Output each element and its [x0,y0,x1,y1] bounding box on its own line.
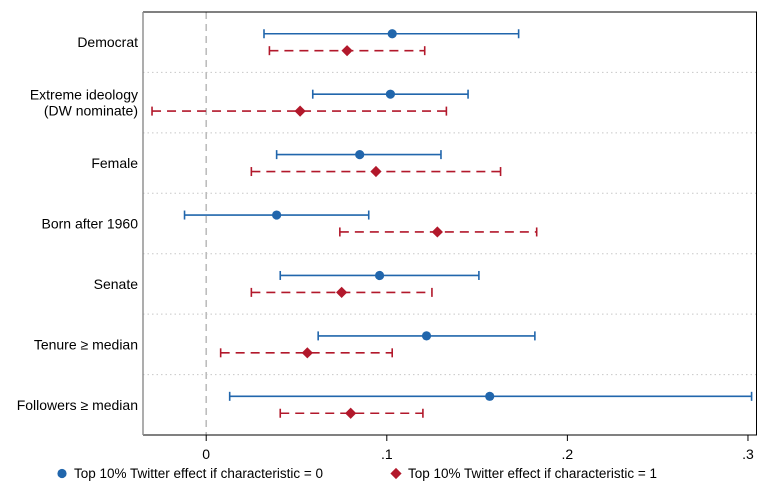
category-label: (DW nominate) [44,103,138,119]
x-tick-label: .2 [562,446,574,462]
legend-label: Top 10% Twitter effect if characteristic… [74,466,323,481]
legend: Top 10% Twitter effect if characteristic… [57,466,657,481]
estimate-point-circle [385,89,396,99]
x-tick-label: 0 [202,446,210,462]
gridlines [143,71,757,376]
category-label: Born after 1960 [41,216,138,232]
estimate-point-circle [355,150,365,160]
estimate-point-diamond [341,45,353,57]
estimate-point-circle [387,29,397,39]
estimate-point-diamond [431,226,443,238]
estimate-point-circle [374,270,385,281]
category-label: Democrat [77,34,138,50]
x-tick-label: .1 [381,446,393,462]
estimate-point-diamond [301,347,313,359]
error-bars [151,29,753,419]
legend-diamond-marker [390,467,402,480]
estimate-point-diamond [336,286,348,298]
category-label: Tenure ≥ median [34,336,138,352]
x-axis-ticks: 0 .1 .2 .3 [202,435,754,462]
estimate-point-circle [272,210,282,220]
category-label: Followers ≥ median [17,397,138,413]
x-tick-label: .3 [742,446,754,462]
estimate-point-diamond [370,165,382,178]
axes [142,11,757,436]
legend-label: Top 10% Twitter effect if characteristic… [408,466,657,481]
legend-circle-marker [57,468,67,479]
estimate-point-circle [485,391,495,401]
estimate-point-diamond [345,407,357,419]
category-label: Senate [94,276,139,292]
category-labels: Democrat Extreme ideology(DW nominate) Fem… [17,34,139,413]
estimate-point-circle [421,331,432,341]
estimate-point-diamond [294,105,306,117]
category-label: Extreme ideology [30,87,138,103]
category-label: Female [91,155,138,171]
